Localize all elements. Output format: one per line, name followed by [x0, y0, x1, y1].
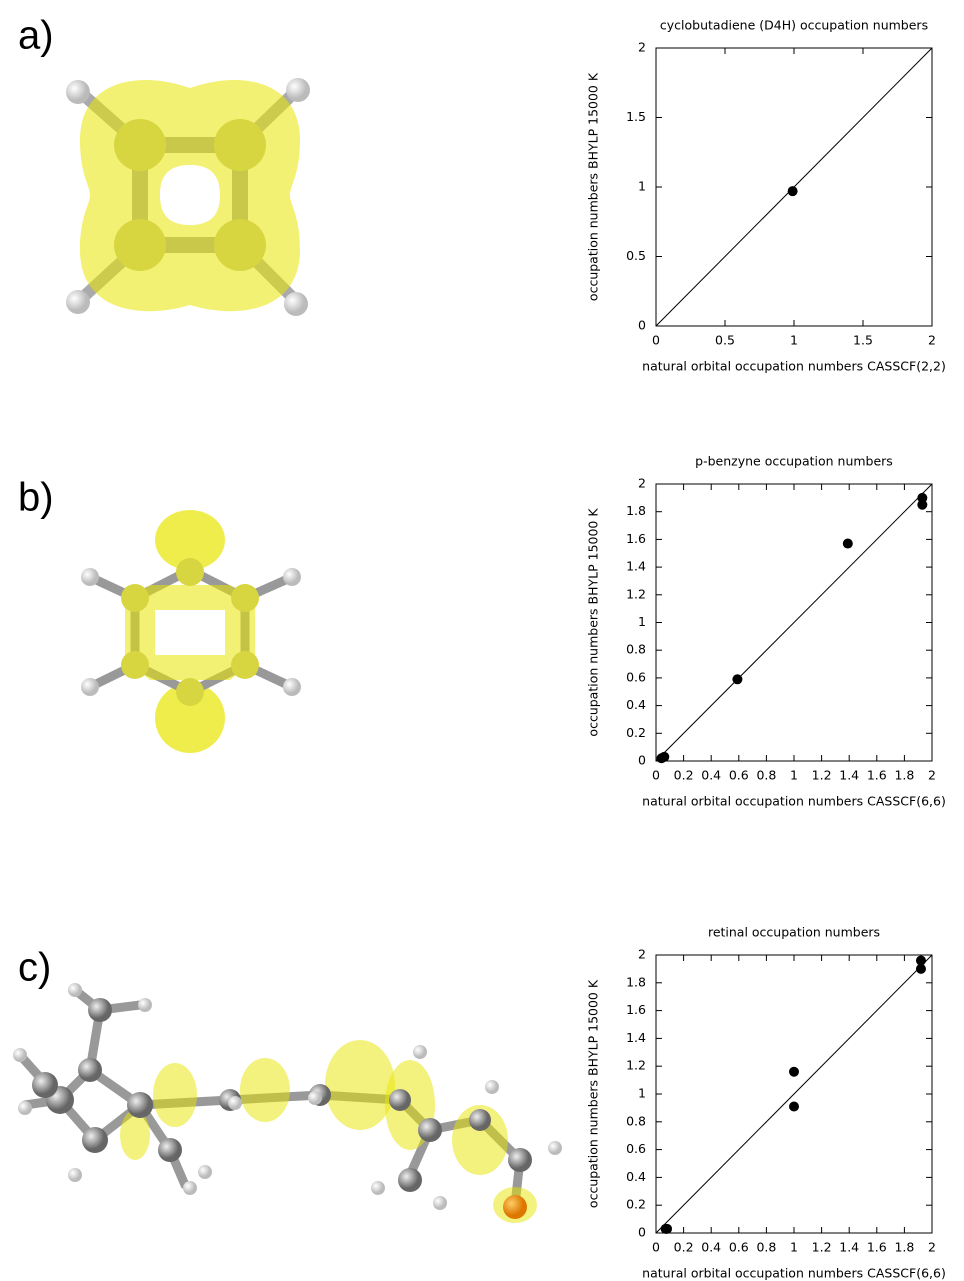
molecule-c — [13, 983, 562, 1223]
panel-label: a) — [18, 14, 54, 58]
x-tick-label: 1.8 — [894, 768, 914, 783]
y-axis-label: occupation numbers BHYLP 15000 K — [586, 72, 601, 301]
y-tick-label: 1 — [638, 179, 646, 194]
page: {"chart_data": [ {"type": "scatter", "la… — [0, 0, 964, 1281]
x-tick-label: 1.6 — [867, 768, 887, 783]
y-tick-label: 0.4 — [626, 697, 646, 712]
x-axis-label: natural orbital occupation numbers CASSC… — [642, 1266, 946, 1281]
x-tick-label: 2 — [928, 768, 936, 783]
data-point — [789, 1067, 799, 1077]
y-tick-label: 0.4 — [626, 1169, 646, 1184]
molecule-a — [66, 78, 310, 316]
molecule-b — [81, 510, 301, 753]
x-tick-label: 2 — [928, 1240, 936, 1255]
x-tick-label: 0 — [652, 768, 660, 783]
y-tick-label: 1.4 — [626, 1030, 646, 1045]
y-tick-label: 0.2 — [626, 1197, 646, 1212]
chart-title: retinal occupation numbers — [708, 925, 880, 940]
y-tick-label: 1.8 — [626, 503, 646, 518]
y-tick-label: 0 — [638, 1225, 646, 1240]
y-tick-label: 1 — [638, 1086, 646, 1101]
y-tick-label: 1.6 — [626, 1002, 646, 1017]
y-tick-label: 1.2 — [626, 1058, 646, 1073]
x-tick-label: 0.8 — [756, 1240, 776, 1255]
x-tick-label: 0.5 — [715, 333, 735, 348]
y-tick-label: 2 — [638, 476, 646, 491]
y-tick-label: 1.5 — [626, 109, 646, 124]
reference-line — [656, 484, 932, 761]
data-point — [788, 186, 798, 196]
x-tick-label: 2 — [928, 333, 936, 348]
x-tick-label: 1.8 — [894, 1240, 914, 1255]
data-point — [917, 500, 927, 510]
x-tick-label: 1.2 — [812, 768, 832, 783]
x-tick-label: 1 — [790, 768, 798, 783]
y-tick-label: 1 — [638, 614, 646, 629]
x-tick-label: 0 — [652, 333, 660, 348]
data-point — [659, 752, 669, 762]
data-point — [843, 539, 853, 549]
y-tick-label: 0 — [638, 753, 646, 768]
y-axis-label: occupation numbers BHYLP 15000 K — [586, 508, 601, 737]
x-tick-label: 1 — [790, 1240, 798, 1255]
x-tick-label: 1.5 — [853, 333, 873, 348]
x-tick-label: 1.2 — [812, 1240, 832, 1255]
y-tick-label: 1.2 — [626, 586, 646, 601]
x-tick-label: 0.6 — [729, 1240, 749, 1255]
x-tick-label: 1.6 — [867, 1240, 887, 1255]
data-point — [662, 1224, 672, 1234]
y-tick-label: 2 — [638, 947, 646, 962]
y-tick-label: 2 — [638, 40, 646, 55]
y-tick-label: 1.8 — [626, 974, 646, 989]
x-tick-label: 0.4 — [701, 768, 721, 783]
x-tick-label: 1 — [790, 333, 798, 348]
y-axis-label: occupation numbers BHYLP 15000 K — [586, 979, 601, 1208]
y-tick-label: 0.8 — [626, 642, 646, 657]
y-tick-label: 0.8 — [626, 1113, 646, 1128]
panel-label: b) — [18, 476, 54, 520]
data-point — [732, 674, 742, 684]
chart-title: p-benzyne occupation numbers — [695, 454, 893, 469]
x-tick-label: 0.8 — [756, 768, 776, 783]
panel-label: c) — [18, 946, 51, 990]
y-tick-label: 0.5 — [626, 248, 646, 263]
reference-line — [656, 955, 932, 1233]
x-tick-label: 1.4 — [839, 768, 859, 783]
x-tick-label: 0.2 — [674, 768, 694, 783]
y-tick-label: 0.6 — [626, 1141, 646, 1156]
y-tick-label: 0.2 — [626, 725, 646, 740]
x-tick-label: 0.4 — [701, 1240, 721, 1255]
y-tick-label: 1.4 — [626, 559, 646, 574]
data-point — [916, 964, 926, 974]
x-tick-label: 0 — [652, 1240, 660, 1255]
data-point — [789, 1102, 799, 1112]
y-tick-label: 1.6 — [626, 531, 646, 546]
chart-title: cyclobutadiene (D4H) occupation numbers — [660, 18, 928, 33]
x-tick-label: 1.4 — [839, 1240, 859, 1255]
figure: a) cyclobutadiene (D4H) occupation number… — [0, 0, 964, 1281]
y-tick-label: 0 — [638, 318, 646, 333]
x-axis-label: natural orbital occupation numbers CASSC… — [642, 359, 946, 374]
x-tick-label: 0.2 — [674, 1240, 694, 1255]
x-axis-label: natural orbital occupation numbers CASSC… — [642, 794, 946, 809]
x-tick-label: 0.6 — [729, 768, 749, 783]
y-tick-label: 0.6 — [626, 669, 646, 684]
